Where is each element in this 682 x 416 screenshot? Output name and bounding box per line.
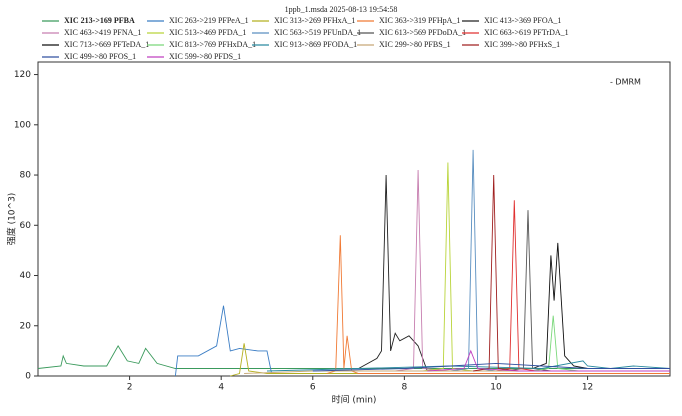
- legend-label: XIC 313->269 PFHxA_1: [274, 16, 355, 25]
- y-tick-label: 120: [14, 70, 31, 80]
- annotation: - DMRM: [610, 78, 641, 87]
- legend-label: XIC 563->519 PFUnDA_1: [274, 28, 361, 37]
- x-tick-label: 6: [310, 383, 316, 393]
- legend-label: XIC 463->419 PFNA_1: [64, 28, 141, 37]
- y-tick-label: 0: [25, 372, 31, 382]
- legend-label: XIC 513->469 PFDA_1: [169, 28, 246, 37]
- series-line: [427, 349, 670, 372]
- series-line: [230, 343, 670, 377]
- series-line: [37, 345, 670, 369]
- legend-label: XIC 263->219 PFPeA_1: [169, 16, 249, 25]
- series-line: [532, 242, 670, 369]
- y-tick-label: 40: [20, 271, 32, 281]
- y-tick-label: 20: [20, 321, 32, 331]
- x-tick-label: 4: [218, 383, 224, 393]
- series-line: [266, 360, 671, 372]
- legend-label: XIC 599->80 PFDS_1: [169, 52, 241, 61]
- legend-label: XIC 399->80 PFHxS_1: [484, 40, 560, 49]
- legend-label: XIC 299->80 PFBS_1: [379, 40, 451, 49]
- x-tick-label: 12: [582, 383, 593, 393]
- x-tick-label: 8: [402, 383, 408, 393]
- series-line: [312, 362, 670, 372]
- series-line: [358, 174, 670, 372]
- plot-frame: [37, 61, 671, 377]
- y-tick-label: 80: [20, 171, 32, 181]
- x-tick-label: 2: [127, 383, 133, 393]
- legend-label: XIC 413->369 PFOA_1: [484, 16, 561, 25]
- legend-label: XIC 663->619 PFTrDA_1: [484, 28, 569, 37]
- y-axis-label: 强度 (10^3): [6, 193, 18, 246]
- legend-label: XIC 713->669 PFTeDA_1: [64, 40, 149, 49]
- legend-label: XIC 613->569 PFDoDA_1: [379, 28, 466, 37]
- chart-title: 1ppb_1.msda 2025-08-13 19:54:58: [285, 5, 398, 14]
- legend-label: XIC 213->169 PFBA: [64, 16, 135, 25]
- y-tick-label: 60: [20, 221, 32, 231]
- x-axis-label: 时间 (min): [332, 394, 377, 406]
- legend-label: XIC 499->80 PFOS_1: [64, 52, 136, 61]
- x-tick-label: 10: [490, 383, 502, 393]
- legend-label: XIC 363->319 PFHpA_1: [379, 16, 460, 25]
- legend-label: XIC 813->769 PFHxDA_1: [169, 40, 256, 49]
- series-line: [326, 235, 670, 374]
- y-tick-label: 100: [14, 120, 31, 130]
- legend-label: XIC 913->869 PFODA_1: [274, 40, 357, 49]
